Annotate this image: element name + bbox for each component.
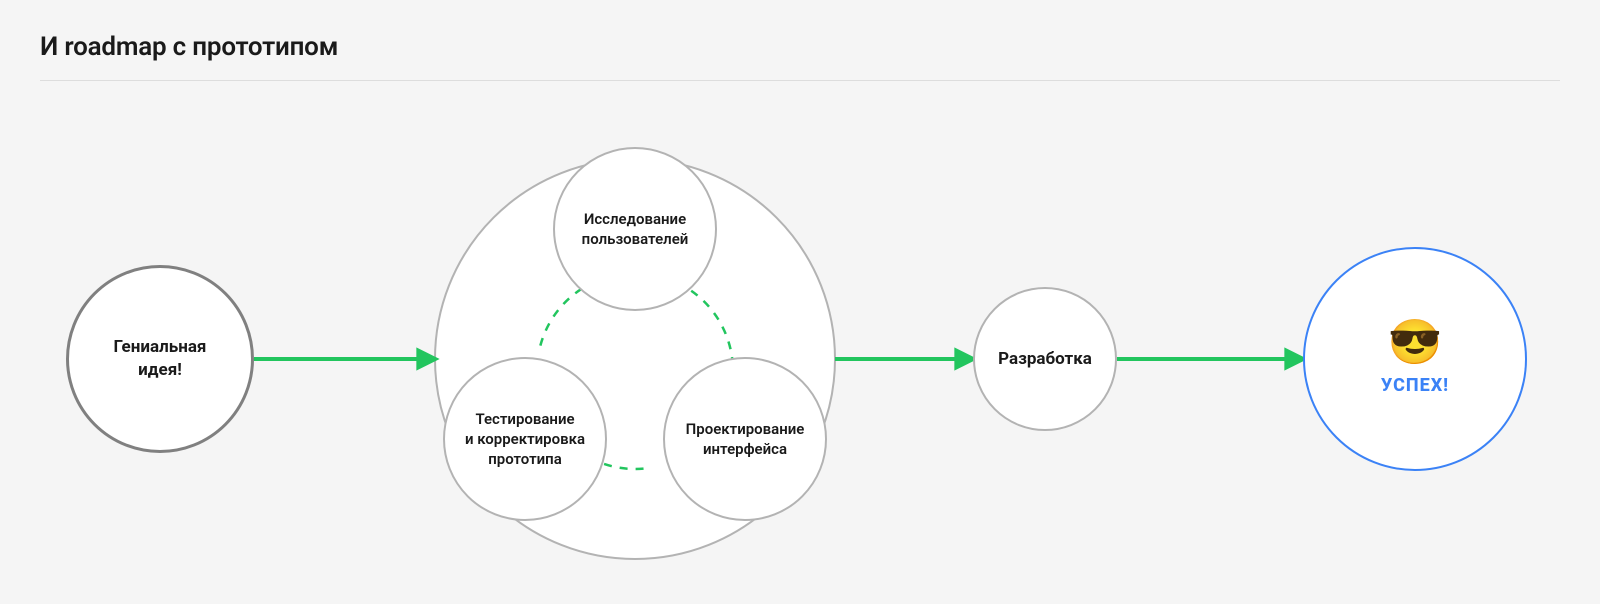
page-title: И roadmap с прототипом (40, 32, 1560, 62)
node-dev: Разработка (973, 287, 1117, 431)
diagram-canvas: Гениальная идея! Исследование пользовате… (40, 81, 1560, 581)
node-research: Исследование пользователей (553, 147, 717, 311)
node-design: Проектирование интерфейса (663, 357, 827, 521)
node-idea-line2: идея! (138, 360, 182, 380)
node-research-line2: пользователей (582, 230, 689, 248)
node-design-line2: интерфейса (703, 440, 787, 458)
node-idea: Гениальная идея! (66, 265, 254, 453)
node-testing: Тестирование и корректировка прототипа (443, 357, 607, 521)
node-testing-line3: прототипа (488, 450, 562, 468)
node-testing-line1: Тестирование (475, 410, 574, 428)
node-testing-line2: и корректировка (465, 430, 585, 448)
node-idea-line1: Гениальная (114, 337, 207, 357)
node-success: 😎 УСПЕХ! (1303, 247, 1527, 471)
node-research-line1: Исследование (584, 210, 686, 228)
node-design-line1: Проектирование (686, 420, 805, 438)
node-dev-line1: Разработка (998, 349, 1092, 369)
node-success-label: УСПЕХ! (1381, 374, 1449, 398)
sunglasses-emoji-icon: 😎 (1388, 320, 1443, 364)
